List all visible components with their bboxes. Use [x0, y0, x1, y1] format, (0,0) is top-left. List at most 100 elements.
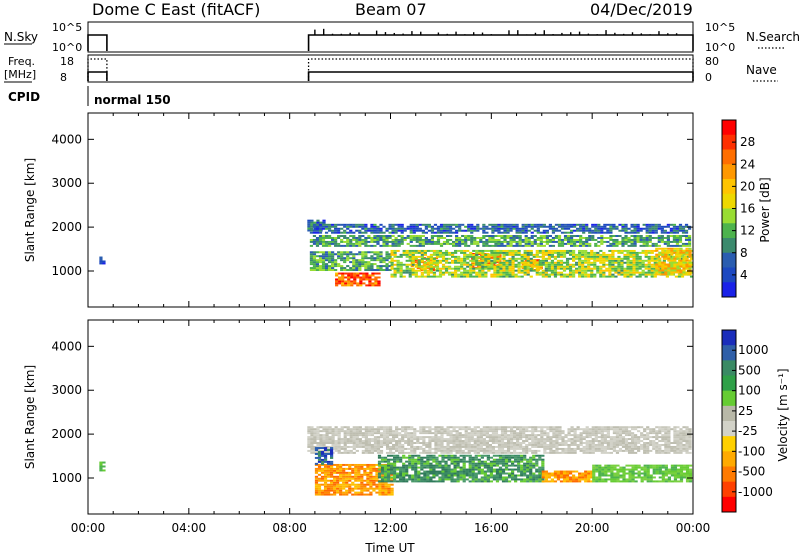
velocity-cell [473, 434, 477, 437]
velocity-cell [624, 428, 629, 431]
power-cell [418, 223, 422, 226]
velocity-cell [384, 485, 388, 488]
power-cell [588, 235, 592, 237]
power-cell [500, 242, 504, 245]
power-cell [432, 275, 437, 278]
velocity-cell [513, 434, 517, 437]
power-cell [355, 244, 359, 247]
power-cell [641, 263, 645, 266]
velocity-cell [352, 430, 356, 433]
power-cell [530, 235, 534, 237]
power-cell [560, 231, 565, 234]
velocity-cell [389, 454, 394, 457]
velocity-cell [591, 430, 595, 433]
power-cell [623, 261, 627, 264]
power-cell [562, 265, 567, 268]
power-cell [399, 253, 403, 256]
power-cell [533, 225, 537, 228]
velocity-cell [426, 480, 430, 483]
velocity-cell [588, 447, 592, 450]
velocity-cell [410, 445, 414, 448]
velocity-cell [552, 436, 556, 439]
velocity-cell [435, 470, 439, 473]
power-cell [364, 261, 368, 264]
velocity-cell [479, 432, 483, 435]
velocity-cell [582, 438, 586, 441]
velocity-cell [485, 440, 489, 443]
power-cell [559, 265, 564, 268]
power-cell [361, 242, 365, 245]
power-cell [645, 236, 649, 239]
power-cell [393, 269, 397, 272]
power-cell [436, 242, 441, 245]
power-cell [349, 231, 353, 234]
power-cell [520, 255, 524, 258]
velocity-cell [317, 479, 322, 482]
power-cell [594, 244, 598, 247]
power-cell [347, 284, 351, 287]
power-cell [436, 227, 441, 230]
velocity-cell [378, 483, 382, 486]
power-cell [379, 227, 383, 230]
velocity-cell [679, 440, 683, 443]
power-cell [654, 227, 658, 230]
power-cell [388, 227, 392, 230]
velocity-cell [685, 428, 689, 431]
power-cell [455, 225, 459, 228]
velocity-cell [506, 430, 511, 433]
power-cell [600, 225, 604, 228]
power-cell [670, 251, 674, 254]
velocity-cell [372, 475, 376, 478]
power-cell [502, 273, 506, 276]
power-cell [661, 261, 665, 264]
power-cell [431, 267, 436, 270]
velocity-cell [370, 440, 375, 443]
velocity-cell [588, 428, 592, 431]
velocity-cell [340, 428, 344, 431]
power-cell [573, 242, 577, 245]
power-cell [611, 275, 615, 278]
power-cell [479, 236, 483, 239]
power-cell [335, 280, 339, 283]
power-cell [584, 257, 588, 260]
velocity-cell [446, 434, 450, 437]
power-cell [650, 251, 654, 254]
power-cell [687, 238, 692, 241]
power-cell [318, 229, 323, 232]
power-cell [390, 251, 394, 254]
power-cell [657, 223, 661, 226]
velocity-cell [476, 451, 480, 454]
power-cell [385, 236, 389, 239]
velocity-cell [673, 432, 677, 435]
power-cell [572, 255, 576, 258]
nave-label: Nave [746, 63, 777, 77]
power-cell [551, 236, 556, 239]
velocity-cell [682, 443, 686, 446]
power-cell [367, 265, 371, 268]
power-cell [331, 240, 335, 243]
power-cell [605, 253, 609, 256]
velocity-cell [618, 426, 623, 429]
power-cell [499, 261, 503, 264]
velocity-cell [358, 443, 362, 446]
power-cell [523, 257, 527, 260]
power-cell [318, 269, 323, 272]
velocity-cell [485, 442, 489, 444]
velocity-cell [561, 443, 565, 446]
nsky-segment [87, 34, 108, 51]
power-cell [376, 251, 380, 254]
velocity-cell [413, 445, 417, 448]
velocity-cell [509, 434, 514, 437]
power-cell [307, 223, 311, 226]
power-cell [368, 282, 372, 285]
freq-panel: Freq. [MHz] 18 8 80 0 Nave [4, 54, 778, 84]
power-cell [499, 273, 503, 276]
power-cell [559, 275, 564, 278]
velocity-cell [673, 449, 677, 452]
velocity-cell [561, 438, 565, 441]
velocity-cell [435, 462, 439, 465]
power-cell [409, 231, 413, 234]
power-cell [425, 263, 429, 266]
velocity-cell [317, 483, 322, 486]
velocity-cell [491, 438, 496, 441]
